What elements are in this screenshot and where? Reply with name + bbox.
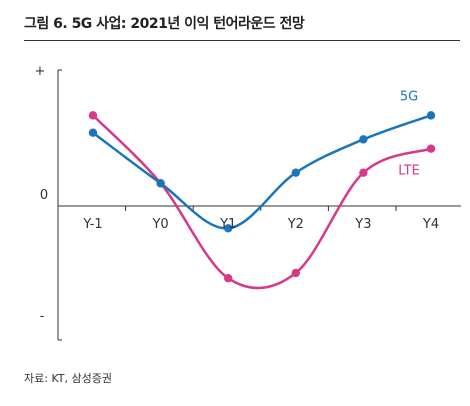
data-point-5g (359, 135, 368, 144)
figure-title: 그림 6. 5G 사업: 2021년 이익 턴어라운드 전망 (24, 16, 305, 32)
series-label-lte: LTE (398, 164, 420, 179)
y-tick-label-zero: 0 (40, 188, 48, 203)
chart-axes: +0 - (35, 64, 461, 341)
data-point-5g (426, 111, 436, 120)
data-point-5g (156, 179, 165, 188)
data-point-lte (224, 274, 233, 283)
x-tick-label: Y0 (151, 217, 168, 232)
title-divider (24, 40, 460, 41)
x-tick-label: Y3 (354, 217, 371, 232)
series-points (88, 111, 436, 283)
source-note: 자료: KT, 삼성증권 (24, 372, 112, 385)
data-point-lte (291, 268, 300, 278)
series-label-5g: 5G (400, 89, 418, 104)
x-tick-label: Y1 (219, 217, 236, 232)
y-tick-label-top: + (35, 64, 46, 79)
x-tick-label: Y2 (287, 217, 304, 232)
x-tick-label: Y4 (422, 217, 439, 232)
series-line-lte (91, 114, 433, 290)
series-line-5g (91, 114, 433, 230)
data-point-lte (426, 144, 436, 153)
data-point-5g (224, 224, 233, 233)
series-lines (91, 114, 433, 290)
chart-labels: Y-1 Y0 Y1 Y2 Y3 Y4 5G LTE (82, 89, 439, 232)
data-point-lte (88, 111, 98, 120)
x-tick-label: Y-1 (82, 217, 102, 232)
data-point-5g (291, 168, 300, 177)
y-tick-label-bottom: - (40, 309, 45, 324)
data-point-lte (359, 168, 368, 177)
data-point-5g (88, 128, 98, 137)
